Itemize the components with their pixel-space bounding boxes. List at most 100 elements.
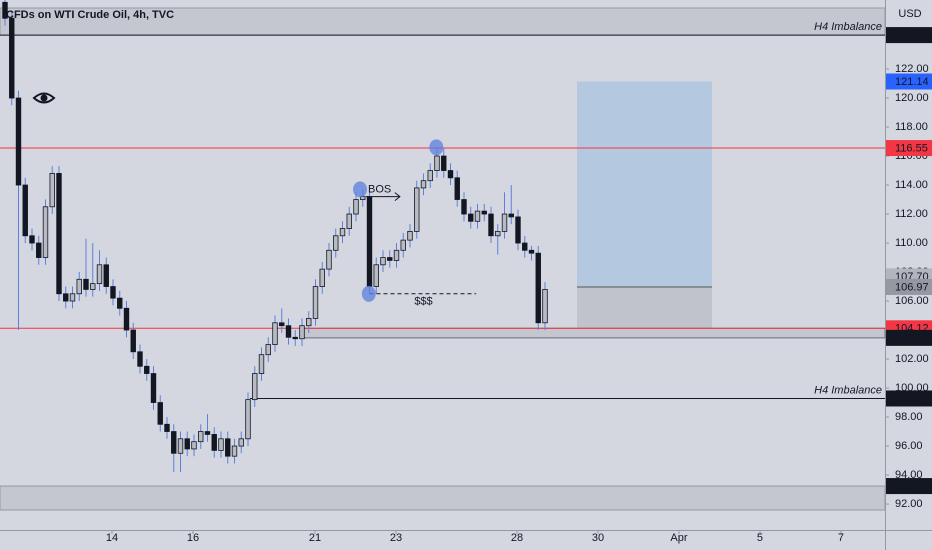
price-label-box — [886, 478, 932, 495]
y-tick-label: 98.00 — [895, 411, 923, 423]
candle-body — [468, 213, 474, 222]
candle-body — [252, 373, 258, 401]
candle-body — [353, 199, 359, 215]
x-tick-label: 16 — [187, 532, 199, 544]
candle-body — [90, 283, 96, 290]
currency: USD — [898, 8, 921, 20]
candle-body — [9, 17, 15, 99]
swing-marker — [429, 139, 444, 156]
candle-body — [427, 170, 433, 182]
y-tick-label: 106.00 — [895, 295, 929, 307]
y-tick-label: 96.00 — [895, 440, 923, 452]
candle-body — [339, 228, 346, 237]
candle-body — [366, 196, 373, 287]
y-tick-label: 92.00 — [895, 498, 923, 510]
candle-body — [42, 206, 49, 258]
eye-icon — [32, 92, 56, 104]
candle-body — [22, 184, 28, 237]
candle-body — [515, 216, 521, 244]
candle-body — [69, 293, 76, 302]
price-label: 121.14 — [895, 76, 929, 88]
candle-body — [380, 257, 386, 266]
demand-zone — [299, 327, 886, 339]
candle-body — [157, 402, 163, 425]
candle-body — [447, 170, 454, 179]
candle-body — [144, 365, 150, 374]
candle-body — [312, 286, 319, 319]
bos-arrowhead — [394, 192, 401, 202]
price-label: 124.34 — [895, 29, 929, 41]
candle-body — [414, 187, 420, 232]
y-tick-label: 118.00 — [895, 121, 928, 133]
y-tick-label: 122.00 — [895, 63, 929, 75]
candle-body — [123, 307, 130, 331]
candle-body — [501, 213, 508, 232]
candle-body — [441, 155, 447, 171]
candle-body — [542, 289, 548, 324]
candle-body — [184, 438, 190, 450]
candle-body — [15, 97, 22, 186]
candle-body — [420, 180, 427, 189]
candle-body — [49, 173, 55, 208]
swing-marker — [361, 285, 376, 302]
candle-body — [387, 257, 393, 261]
candle-body — [76, 278, 82, 295]
candle-body — [258, 354, 265, 374]
candle-body — [346, 213, 352, 229]
x-tick-label: 30 — [592, 532, 604, 544]
candle-body — [29, 235, 35, 244]
candle-body — [238, 438, 244, 447]
annotation: H4 Imbalance — [814, 21, 882, 33]
chart-title: CFDs on WTI Crude Oil, 4h, TVC — [6, 9, 174, 21]
annotation: $$$ — [414, 296, 432, 308]
y-tick-label: 112.00 — [895, 208, 928, 220]
candle-body — [306, 318, 312, 327]
x-tick-label: 5 — [757, 532, 763, 544]
candle-body — [63, 293, 69, 302]
annotation: H4 Imbalance — [814, 384, 882, 396]
x-tick-label: 21 — [309, 532, 321, 544]
candle-body — [117, 297, 123, 309]
candle-body — [326, 249, 332, 270]
candle-body — [535, 252, 541, 324]
candle-body — [481, 210, 487, 215]
candle-body — [36, 242, 42, 258]
price-label-box — [886, 278, 932, 295]
candle-body — [373, 264, 379, 287]
x-tick-label: 14 — [106, 532, 118, 544]
candle-body — [272, 322, 278, 345]
price-label-box — [886, 73, 932, 90]
candle-body — [177, 438, 184, 454]
imbalance-zone — [0, 7, 886, 36]
candle-body — [198, 431, 204, 443]
candle-body — [130, 329, 136, 353]
candle-body — [407, 231, 413, 241]
candle-body — [393, 249, 400, 261]
candle-body — [83, 278, 89, 290]
price-label-box — [886, 140, 932, 157]
candle-body — [56, 173, 62, 295]
candle-body — [211, 434, 217, 451]
candle-body — [299, 325, 305, 340]
y-tick-label: 114.00 — [895, 179, 928, 191]
candle-body — [110, 286, 116, 299]
price-label: 99.28 — [895, 393, 923, 405]
candle-body — [191, 441, 197, 450]
candle-body — [96, 264, 103, 285]
candle-body — [103, 264, 109, 287]
candle-body — [508, 213, 514, 218]
price-label-box — [886, 390, 932, 407]
price-label: 93.24 — [895, 480, 923, 492]
candle-body — [204, 431, 211, 435]
y-tick-label: 102.00 — [895, 353, 929, 365]
swing-marker — [353, 181, 368, 198]
price-label: 106.97 — [895, 281, 929, 293]
candle-body — [474, 210, 481, 222]
y-tick-label: 120.00 — [895, 92, 929, 104]
candle-body — [319, 268, 325, 287]
candle-body — [265, 344, 271, 356]
candle-body — [137, 351, 143, 367]
